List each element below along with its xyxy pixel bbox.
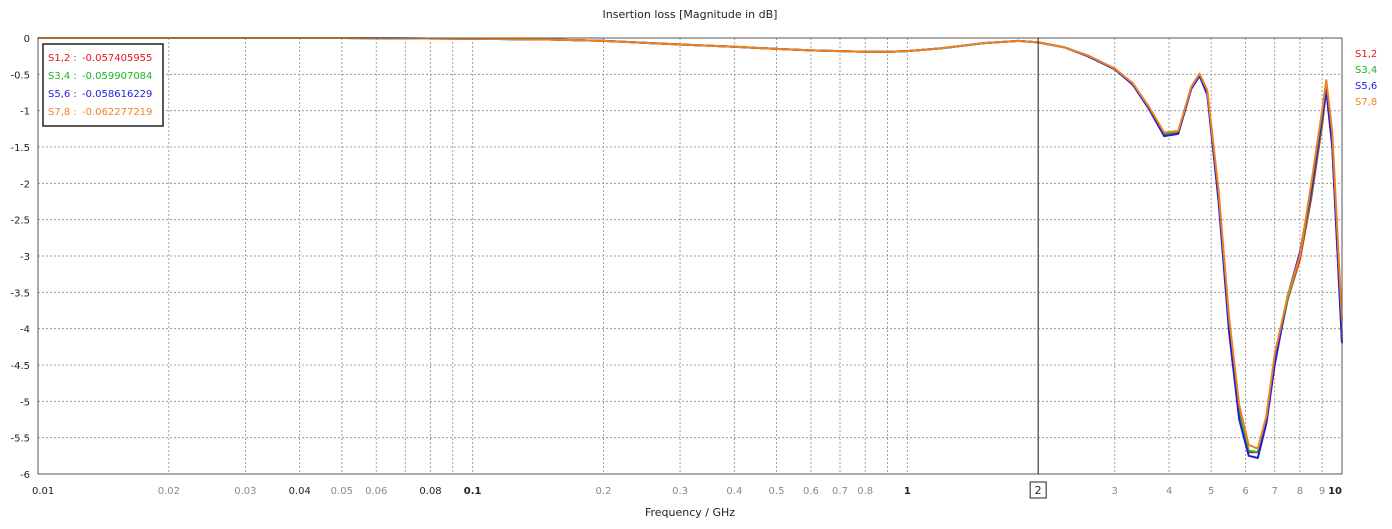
x-tick-label: 0.01	[32, 486, 54, 497]
legend-entry: S5,6	[1355, 81, 1377, 92]
legend-entry: S7,8	[1355, 97, 1377, 108]
x-tick-label: 5	[1208, 486, 1214, 497]
x-tick-label: 0.03	[234, 486, 256, 497]
x-tick-label: 0.4	[726, 486, 742, 497]
x-tick-label: 0.5	[769, 486, 785, 497]
marker-label-box	[1029, 481, 1047, 499]
readout-value: -0.057405955	[82, 53, 152, 64]
y-tick-label: -0.5	[10, 70, 30, 81]
legend-entry: S1,2	[1355, 49, 1377, 60]
y-tick-label: -4	[20, 325, 30, 336]
y-tick-label: -5.5	[10, 434, 30, 445]
y-tick-label: -4.5	[10, 361, 30, 372]
x-tick-label: 0.06	[365, 486, 387, 497]
x-tick-label: 0.1	[464, 486, 482, 497]
marker-label: 2	[1035, 484, 1042, 497]
x-tick-label: 6	[1242, 486, 1248, 497]
x-tick-label: 0.3	[672, 486, 688, 497]
legend: S1,2 S3,4 S5,6 S7,8	[1355, 49, 1377, 108]
x-tick-labels: 0.01 0.02 0.03 0.04 0.05 0.06 0.08 0.1 0.2 0.3 0.4…	[32, 486, 1342, 497]
x-tick-label: 0.02	[158, 486, 180, 497]
x-tick-label: 0.7	[832, 486, 848, 497]
readout-label: S7,8 :	[48, 107, 77, 118]
readout-value: -0.058616229	[82, 89, 152, 100]
y-tick-label: -6	[20, 470, 30, 481]
x-tick-label: 8	[1297, 486, 1303, 497]
y-tick-label: -1.5	[10, 143, 30, 154]
y-tick-label: -3.5	[10, 288, 30, 299]
readout-value: -0.062277219	[82, 107, 152, 118]
x-tick-label: 0.08	[419, 486, 441, 497]
x-tick-label: 1	[904, 486, 911, 497]
x-tick-label: 0.05	[331, 486, 353, 497]
y-tick-label: -2	[20, 179, 30, 190]
readout-frame	[42, 43, 164, 127]
x-tick-label: 9	[1319, 486, 1325, 497]
series-layer	[38, 37, 1343, 459]
x-axis-label: Frequency / GHz	[645, 506, 735, 519]
x-tick-label: 4	[1166, 486, 1172, 497]
x-tick-label: 10	[1328, 486, 1342, 497]
y-tick-labels: 0 -0.5 -1 -1.5 -2 -2.5 -3 -3.5 -4 -4.5 -5 -5.5 -6	[10, 34, 30, 481]
plot-frame	[37, 37, 1343, 475]
x-tick-label: 0.6	[803, 486, 819, 497]
readout-label: S1,2 :	[48, 53, 77, 64]
marker-layer: 2	[1029, 38, 1047, 499]
y-tick-label: -3	[20, 252, 30, 263]
readout-label: S3,4 :	[48, 71, 77, 82]
x-tick-label: 0.2	[596, 486, 612, 497]
chart-title: Insertion loss [Magnitude in dB]	[603, 8, 778, 21]
x-tick-label: 3	[1112, 486, 1118, 497]
y-tick-label: -1	[20, 107, 30, 118]
readout-label: S5,6 :	[48, 89, 77, 100]
series-line-S7-8	[38, 37, 1343, 450]
x-tick-label: 7	[1271, 486, 1277, 497]
y-tick-label: -2.5	[10, 216, 30, 227]
x-tick-label: 0.04	[289, 486, 311, 497]
x-tick-label: 0.8	[857, 486, 873, 497]
y-tick-label: -5	[20, 397, 30, 408]
legend-entry: S3,4	[1355, 65, 1377, 76]
grid-layer	[38, 37, 1342, 475]
y-tick-label: 0	[24, 34, 30, 45]
marker-readout-box: S1,2 : -0.057405955 S3,4 : -0.059907084 S5,6…	[42, 43, 164, 127]
readout-value: -0.059907084	[82, 71, 152, 82]
